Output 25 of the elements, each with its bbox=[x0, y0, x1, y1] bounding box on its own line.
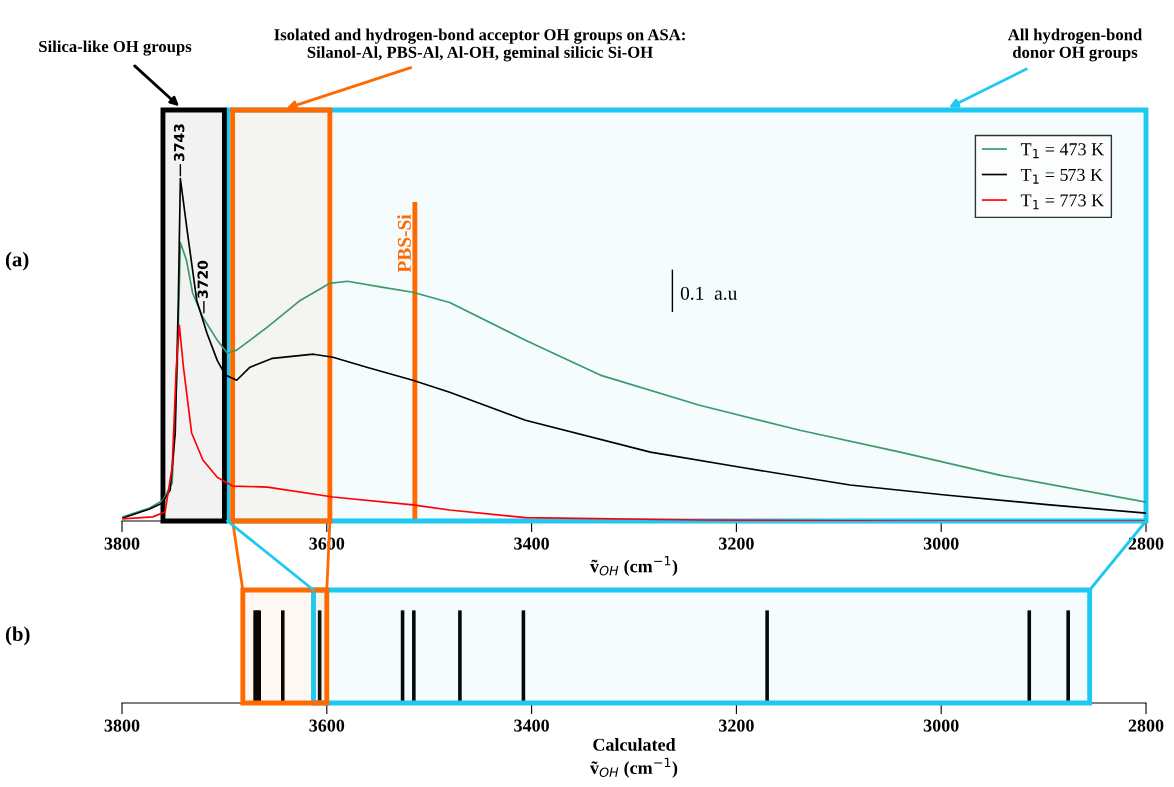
annotation: 3720 bbox=[197, 260, 208, 298]
x-tick-label: 3600 bbox=[309, 719, 345, 732]
x-axis-title: ṽ$_{OH}$ (cm$^{−1}$) bbox=[589, 556, 678, 577]
annotation: 3743 bbox=[173, 124, 185, 161]
x-tick-label: 3000 bbox=[923, 537, 959, 550]
band-label: Silica-like OH groups bbox=[39, 40, 192, 56]
x-tick-label: 3800 bbox=[104, 719, 140, 732]
x-tick-label: 3200 bbox=[719, 537, 754, 550]
legend-label: T$_{1}$ = 473 K bbox=[1020, 143, 1104, 159]
legend-label: T$_{1}$ = 573 K bbox=[1020, 168, 1103, 184]
band-label: All hydrogen-bond donor OH groups bbox=[1007, 28, 1143, 62]
x-tick-label: 3400 bbox=[514, 719, 549, 732]
x-tick-label: 3800 bbox=[104, 537, 140, 550]
annotation: 0.1 a.u bbox=[680, 286, 737, 300]
x-tick-label: 3200 bbox=[719, 719, 754, 732]
x-tick-label: 3400 bbox=[514, 537, 549, 550]
band-label: Isolated and hydrogen-bond acceptor OH groups on ASA: Silanol-Al, PBS-Al, Al-OH, geminal silicic Si-OH bbox=[274, 28, 685, 62]
ref-line-label: PBS-Si bbox=[397, 214, 411, 273]
x-tick-label: 2800 bbox=[1128, 537, 1164, 550]
x-tick-label: 3000 bbox=[923, 719, 959, 732]
text: (a) bbox=[5, 251, 29, 271]
x-axis-title: Calculated ṽ$_{OH}$ (cm$^{−1}$) bbox=[589, 738, 678, 778]
legend-label: T$_{1}$ = 773 K bbox=[1020, 194, 1104, 210]
x-tick-label: 2800 bbox=[1128, 719, 1164, 732]
text: (b) bbox=[5, 626, 30, 646]
